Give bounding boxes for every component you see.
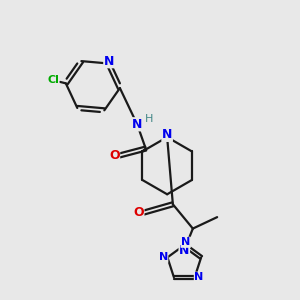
Text: N: N [104,55,114,68]
Text: Cl: Cl [47,76,59,85]
Text: N: N [158,252,168,262]
Text: O: O [109,149,120,162]
Text: N: N [194,272,204,282]
Text: N: N [181,237,190,247]
Text: N: N [162,128,172,141]
Text: H: H [145,114,153,124]
Text: O: O [133,206,144,219]
Text: N: N [132,118,142,131]
Text: N: N [179,244,190,256]
